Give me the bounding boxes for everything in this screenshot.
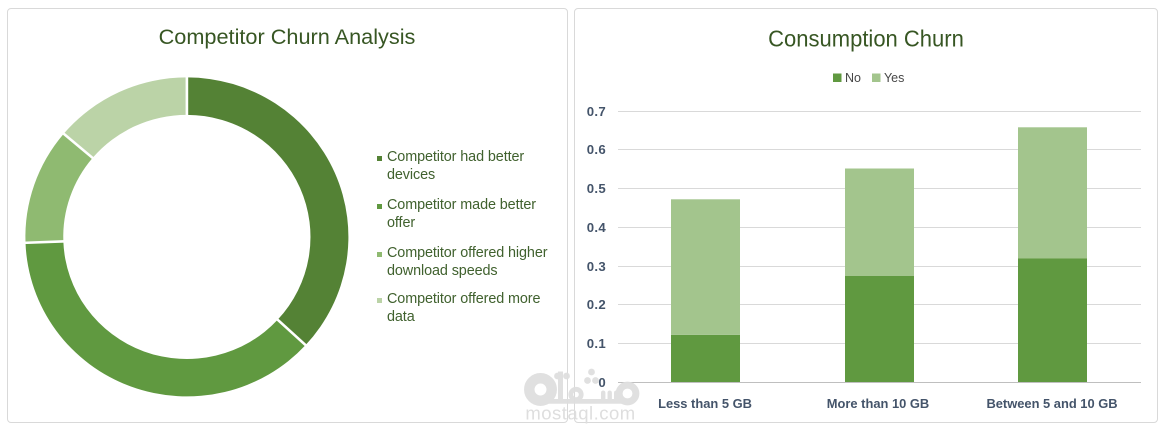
svg-text:mostaql.com: mostaql.com	[525, 403, 635, 424]
